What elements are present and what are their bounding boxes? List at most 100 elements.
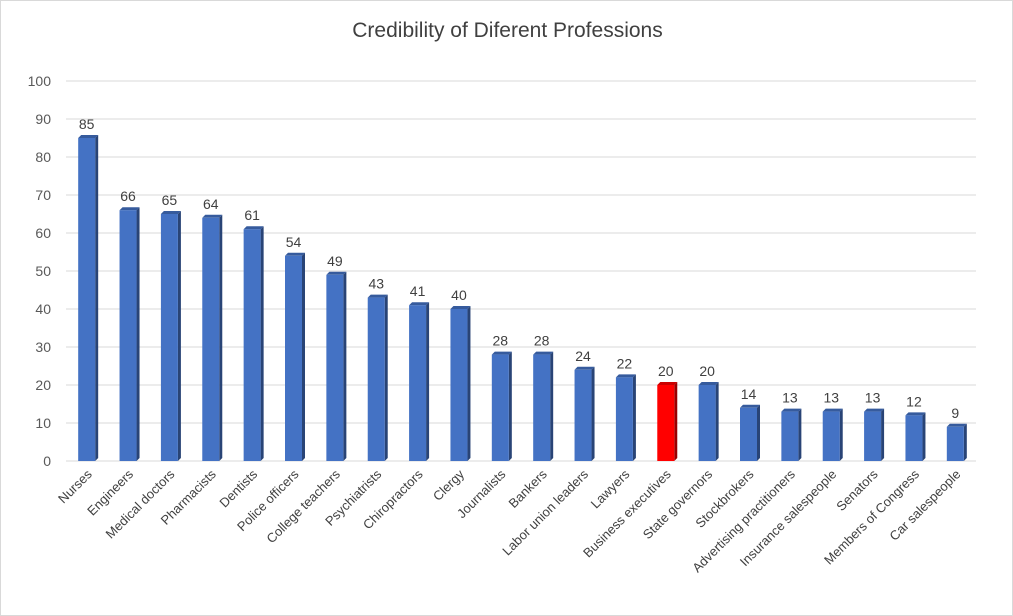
- bar-top: [78, 135, 99, 138]
- bar-top: [615, 374, 636, 378]
- data-label: 12: [906, 393, 922, 409]
- data-label: 14: [741, 386, 757, 402]
- bar-side: [881, 408, 885, 461]
- bar: [698, 385, 716, 461]
- x-tick-label: Car salespeople: [886, 467, 963, 544]
- bar: [285, 255, 302, 461]
- data-label: 28: [493, 333, 509, 349]
- bar-side: [177, 211, 181, 461]
- bar-side: [302, 252, 305, 461]
- data-label: 65: [162, 192, 178, 208]
- bar-side: [963, 423, 967, 461]
- bar-side: [467, 306, 471, 461]
- data-label: 64: [203, 196, 219, 212]
- data-label: 66: [120, 188, 136, 204]
- bar-side: [426, 302, 430, 461]
- x-tick-label: College teachers: [263, 466, 343, 546]
- data-label: 61: [244, 207, 260, 223]
- data-label: 13: [782, 390, 798, 406]
- bar: [78, 138, 96, 461]
- bar-top: [864, 408, 885, 412]
- y-tick-label: 70: [35, 187, 51, 203]
- bar-side: [219, 214, 223, 461]
- bar-side: [260, 226, 264, 461]
- bar-side: [922, 412, 926, 461]
- bar: [243, 229, 261, 461]
- bar: [367, 297, 385, 461]
- bar: [615, 377, 633, 461]
- bar: [781, 411, 799, 461]
- bar-side: [550, 351, 554, 461]
- y-tick-label: 30: [35, 339, 51, 355]
- y-tick-label: 90: [35, 111, 51, 127]
- data-label: 49: [327, 253, 343, 269]
- bar: [864, 411, 882, 461]
- y-tick-label: 20: [35, 377, 51, 393]
- bar-top: [657, 382, 678, 385]
- bar-side: [757, 404, 760, 461]
- bar-side: [343, 271, 347, 461]
- bar-top: [781, 408, 802, 412]
- bar-side: [508, 351, 512, 461]
- bar-side: [839, 408, 843, 461]
- data-label: 24: [575, 348, 591, 364]
- chart-title: Credibility of Diferent Professions: [352, 19, 663, 42]
- bar-top: [946, 423, 967, 427]
- bar-top: [367, 294, 388, 298]
- y-tick-label: 80: [35, 149, 51, 165]
- bar-top: [202, 214, 223, 218]
- bar-side: [715, 382, 719, 461]
- bar-side: [95, 135, 99, 461]
- bar-top: [119, 207, 140, 211]
- data-label: 85: [79, 116, 95, 132]
- y-tick-label: 100: [28, 73, 52, 89]
- bar-side: [591, 366, 595, 461]
- bar: [574, 369, 592, 461]
- bar: [326, 274, 344, 461]
- bar-top: [740, 404, 760, 408]
- data-label: 41: [410, 283, 426, 299]
- bar-top: [450, 306, 471, 309]
- bar-side: [136, 207, 140, 461]
- bar-top: [243, 226, 264, 230]
- data-label: 9: [951, 405, 959, 421]
- y-tick-label: 10: [35, 415, 51, 431]
- y-tick-label: 40: [35, 301, 51, 317]
- data-label: 28: [534, 333, 550, 349]
- bar-top: [160, 211, 181, 214]
- bar: [905, 415, 923, 461]
- data-label: 40: [451, 287, 467, 303]
- bar: [409, 305, 427, 461]
- bar: [822, 411, 840, 461]
- data-label: 20: [658, 363, 674, 379]
- bar: [533, 354, 551, 461]
- data-label: 20: [699, 363, 715, 379]
- x-tick-label: Nurses: [55, 466, 95, 506]
- y-tick-label: 50: [35, 263, 51, 279]
- bar-top: [822, 408, 843, 412]
- y-tick-label: 60: [35, 225, 51, 241]
- data-label: 54: [286, 234, 302, 250]
- bar: [946, 426, 964, 461]
- bar-top: [698, 382, 719, 385]
- bar-side: [674, 382, 678, 461]
- data-label: 22: [617, 355, 633, 371]
- bar-side: [384, 294, 388, 461]
- bar: [740, 407, 757, 461]
- y-tick-label: 0: [43, 453, 51, 469]
- data-label: 43: [368, 276, 384, 292]
- data-label: 13: [823, 390, 839, 406]
- bar: [491, 354, 509, 461]
- bar: [202, 217, 220, 461]
- bar-top: [326, 271, 347, 275]
- bar: [160, 214, 178, 461]
- x-tick-label: Clergy: [430, 466, 468, 504]
- bar-top: [285, 252, 305, 256]
- bar-side: [632, 374, 636, 461]
- bar: [119, 210, 137, 461]
- bar-top: [574, 366, 595, 370]
- bar: [657, 385, 675, 461]
- bar: [450, 309, 468, 461]
